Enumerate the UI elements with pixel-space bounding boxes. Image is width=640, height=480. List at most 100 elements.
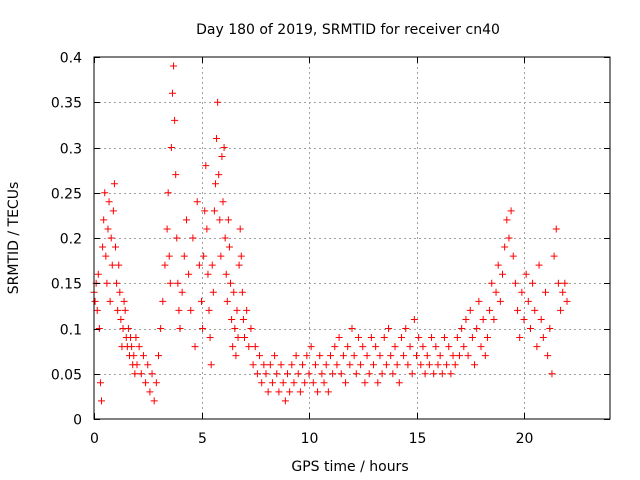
data-point — [222, 270, 230, 278]
data-point — [419, 343, 427, 351]
data-point — [333, 361, 341, 369]
data-point — [130, 352, 138, 360]
data-point — [307, 343, 315, 351]
data-point — [286, 388, 294, 396]
data-point — [518, 288, 526, 296]
data-point — [234, 334, 242, 342]
data-point — [206, 334, 214, 342]
data-point — [400, 352, 408, 360]
data-point — [202, 162, 210, 170]
data-point — [128, 343, 136, 351]
data-point — [231, 325, 239, 332]
data-point — [165, 252, 173, 260]
data-point — [174, 279, 182, 287]
data-point — [135, 343, 143, 351]
data-point — [168, 89, 176, 97]
data-point — [460, 343, 468, 351]
x-axis-label: GPS time / hours — [291, 459, 408, 475]
data-point — [382, 361, 390, 369]
data-point — [503, 216, 511, 224]
data-point — [104, 225, 112, 233]
y-tick-label: 0.15 — [51, 277, 82, 293]
data-point — [117, 315, 125, 323]
data-point — [365, 370, 373, 378]
data-point — [423, 352, 431, 360]
data-point — [180, 252, 188, 260]
data-point — [520, 315, 528, 323]
data-point — [195, 261, 203, 269]
data-point — [107, 234, 115, 242]
data-point — [354, 334, 362, 342]
data-point — [164, 189, 172, 197]
data-point — [132, 334, 140, 342]
data-point — [214, 98, 222, 106]
data-point — [290, 379, 298, 387]
data-point — [253, 370, 261, 378]
data-point — [266, 361, 274, 369]
data-point — [236, 225, 244, 233]
data-point — [445, 343, 453, 351]
y-tick-label: 0.4 — [60, 51, 82, 67]
data-point — [239, 315, 247, 323]
data-point — [106, 297, 114, 305]
data-point — [318, 370, 326, 378]
data-point — [462, 315, 470, 323]
data-point — [102, 252, 110, 260]
data-point — [331, 343, 339, 351]
data-point — [410, 315, 418, 323]
data-point — [216, 216, 224, 224]
data-point — [193, 198, 201, 206]
data-point — [509, 252, 517, 260]
data-point — [191, 343, 199, 351]
data-point — [554, 279, 562, 287]
y-tick-label: 0.25 — [51, 187, 82, 203]
data-point — [391, 343, 399, 351]
data-point — [544, 352, 552, 360]
data-point — [299, 361, 307, 369]
data-point — [161, 261, 169, 269]
data-point — [249, 361, 257, 369]
data-point — [292, 352, 300, 360]
data-point — [207, 361, 215, 369]
data-point — [339, 352, 347, 360]
data-point — [440, 334, 448, 342]
data-point — [415, 334, 423, 342]
data-point — [344, 343, 352, 351]
data-point — [105, 198, 113, 206]
data-point — [552, 225, 560, 233]
data-point — [294, 370, 302, 378]
data-point — [277, 361, 285, 369]
data-point — [146, 388, 154, 396]
data-point — [264, 388, 272, 396]
data-point — [189, 234, 197, 242]
data-point — [301, 379, 309, 387]
data-point — [262, 370, 270, 378]
data-point — [200, 252, 208, 260]
data-point — [563, 297, 571, 305]
data-point — [387, 352, 395, 360]
data-point — [223, 297, 231, 305]
data-point — [155, 352, 162, 360]
data-point — [522, 270, 530, 278]
chart-title: Day 180 of 2019, SRMTID for receiver cn4… — [196, 22, 500, 38]
data-point — [227, 279, 235, 287]
data-point — [245, 343, 253, 351]
data-point — [316, 352, 324, 360]
data-point — [352, 370, 360, 378]
data-point — [211, 180, 219, 188]
data-point — [505, 234, 513, 242]
data-point — [91, 297, 99, 305]
y-tick-label: 0.2 — [60, 232, 82, 248]
data-point — [425, 361, 433, 369]
data-point — [228, 315, 236, 323]
data-point — [408, 370, 416, 378]
data-point — [533, 343, 541, 351]
data-point — [187, 306, 195, 314]
data-point — [548, 370, 556, 378]
data-point — [468, 334, 476, 342]
x-tick-label: 15 — [409, 431, 427, 447]
data-point — [385, 325, 393, 332]
data-point — [479, 315, 487, 323]
data-point — [260, 361, 268, 369]
data-point — [483, 334, 491, 342]
